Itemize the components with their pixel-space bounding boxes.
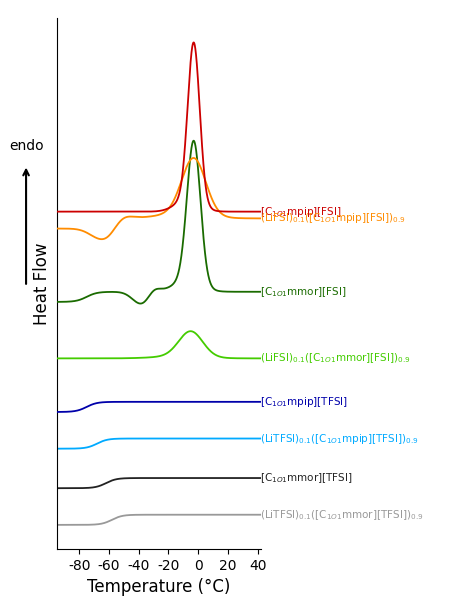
- Y-axis label: Heat Flow: Heat Flow: [33, 242, 51, 325]
- Text: [C$_{1O1}$mpip][FSI]: [C$_{1O1}$mpip][FSI]: [260, 204, 342, 218]
- Text: (LiFSI)$_{0.1}$([C$_{1O1}$mpip][FSI])$_{0.9}$: (LiFSI)$_{0.1}$([C$_{1O1}$mpip][FSI])$_{…: [260, 212, 406, 225]
- Text: [C$_{1O1}$mmor][FSI]: [C$_{1O1}$mmor][FSI]: [260, 285, 346, 299]
- X-axis label: Temperature (°C): Temperature (°C): [87, 578, 230, 597]
- Text: [C$_{1O1}$mpip][TFSI]: [C$_{1O1}$mpip][TFSI]: [260, 395, 348, 409]
- Text: [C$_{1O1}$mmor][TFSI]: [C$_{1O1}$mmor][TFSI]: [260, 471, 353, 485]
- Text: (LiTFSI)$_{0.1}$([C$_{1O1}$mpip][TFSI])$_{0.9}$: (LiTFSI)$_{0.1}$([C$_{1O1}$mpip][TFSI])$…: [260, 431, 419, 445]
- Text: endo: endo: [9, 138, 44, 152]
- Text: (LiFSI)$_{0.1}$([C$_{1O1}$mmor][FSI])$_{0.9}$: (LiFSI)$_{0.1}$([C$_{1O1}$mmor][FSI])$_{…: [260, 351, 410, 365]
- Text: (LiTFSI)$_{0.1}$([C$_{1O1}$mmor][TFSI])$_{0.9}$: (LiTFSI)$_{0.1}$([C$_{1O1}$mmor][TFSI])$…: [260, 508, 423, 522]
